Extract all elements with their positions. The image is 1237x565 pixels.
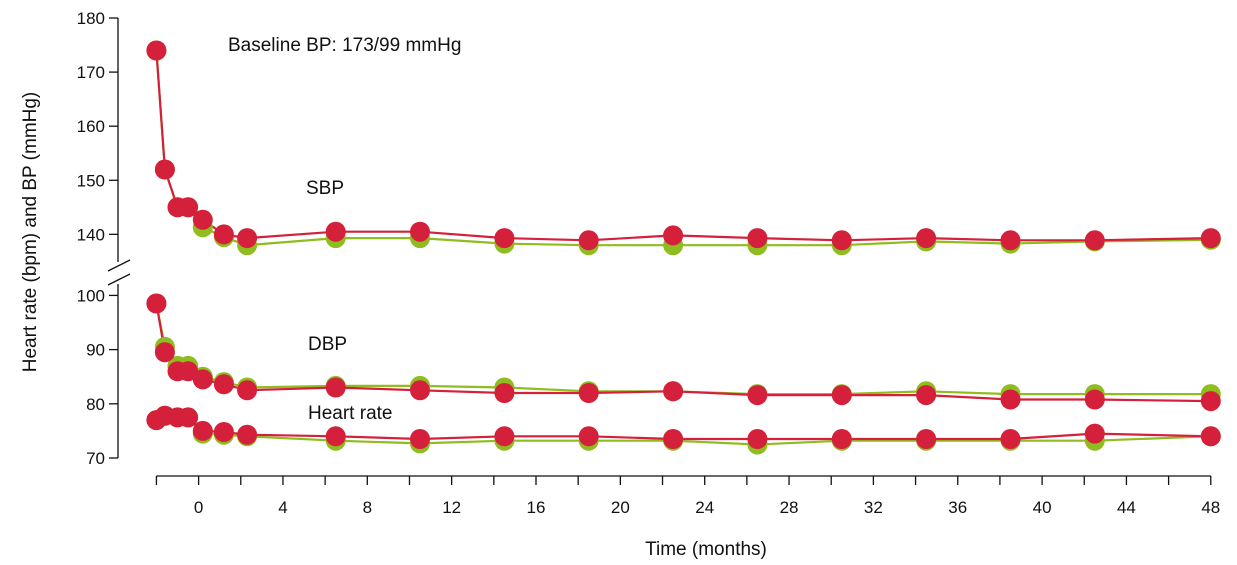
data-point-sbp-red	[1200, 228, 1221, 249]
y-tick-label: 70	[86, 449, 105, 468]
x-tick-label: 4	[278, 498, 287, 517]
series-label-dbp: DBP	[308, 334, 347, 355]
x-tick-label: 32	[864, 498, 883, 517]
data-point-heart-rate-red	[410, 429, 430, 449]
x-tick-label: 12	[442, 498, 461, 517]
x-tick-label: 36	[948, 498, 967, 517]
data-point-heart-rate-red	[1200, 426, 1221, 447]
data-point-dbp-red	[410, 380, 430, 401]
x-axis-label: Time (months)	[645, 539, 767, 560]
data-point-heart-rate-red	[178, 407, 199, 428]
x-tick-label: 16	[527, 498, 546, 517]
data-point-sbp-red	[831, 230, 852, 251]
data-point-heart-rate-red	[192, 420, 213, 441]
data-point-dbp-red	[192, 369, 213, 390]
y-tick-label: 150	[77, 171, 105, 190]
y-tick-label: 80	[86, 395, 105, 414]
y-axis-label: Heart rate (bpm) and BP (mmHg)	[20, 92, 41, 373]
x-tick-label: 28	[780, 498, 799, 517]
data-point-sbp-red	[747, 228, 768, 249]
data-point-dbp-red	[1084, 389, 1105, 410]
y-tick-label: 140	[77, 225, 105, 244]
y-tick-label: 160	[77, 117, 105, 136]
data-point-heart-rate-red	[578, 426, 599, 447]
chart-labels: Baseline BP: 173/99 mmHg Time (months) H…	[20, 35, 767, 560]
y-tick-label: 170	[77, 63, 105, 82]
data-point-sbp-red	[237, 228, 258, 249]
y-tick-label: 100	[77, 286, 105, 305]
data-point-sbp-red	[192, 209, 213, 230]
axis-break-mark	[107, 259, 131, 272]
series-markers	[146, 40, 1221, 455]
data-point-heart-rate-red	[916, 429, 937, 449]
data-point-sbp-red	[1000, 230, 1021, 251]
series-lines	[155, 50, 1211, 446]
series-label-sbp: SBP	[306, 178, 344, 199]
x-tick-label: 48	[1201, 498, 1220, 517]
data-point-sbp-red	[325, 221, 346, 242]
data-point-dbp-red	[494, 383, 515, 403]
data-point-dbp-red	[1000, 389, 1021, 410]
x-tick-label: 20	[611, 498, 630, 517]
series-line-sbp-red	[155, 50, 1211, 242]
data-point-dbp-red	[1200, 391, 1221, 412]
data-point-dbp-red	[831, 385, 852, 406]
data-point-dbp-red	[178, 361, 199, 382]
x-tick-label: 24	[695, 498, 714, 517]
data-point-dbp-red	[325, 377, 346, 398]
series-line-sbp-green	[155, 50, 1211, 247]
data-point-sbp-red	[494, 228, 515, 249]
data-point-heart-rate-red	[747, 429, 768, 449]
data-point-sbp-red	[1084, 230, 1105, 251]
data-point-dbp-red	[237, 380, 258, 401]
x-tick-label: 40	[1033, 498, 1052, 517]
baseline-annotation: Baseline BP: 173/99 mmHg	[228, 35, 461, 56]
data-point-sbp-red	[578, 230, 599, 251]
data-point-dbp-red	[213, 374, 234, 395]
data-point-dbp-red	[154, 342, 175, 363]
x-tick-label: 44	[1117, 498, 1136, 517]
data-point-sbp-red	[663, 225, 684, 246]
data-point-heart-rate-red	[237, 424, 258, 445]
data-point-heart-rate-red	[494, 426, 515, 447]
axis-break-mark	[107, 273, 131, 286]
x-tick-label: 0	[194, 498, 203, 517]
data-point-heart-rate-red	[1000, 429, 1021, 449]
data-point-sbp-red	[154, 159, 175, 180]
data-point-sbp-red	[146, 40, 167, 61]
x-tick-label: 8	[363, 498, 372, 517]
data-point-heart-rate-red	[831, 429, 852, 449]
data-point-dbp-red	[146, 293, 167, 314]
data-point-sbp-red	[213, 224, 234, 245]
data-point-heart-rate-red	[213, 422, 234, 442]
data-point-heart-rate-red	[325, 426, 346, 447]
data-point-dbp-red	[578, 383, 599, 403]
data-point-dbp-red	[916, 385, 937, 406]
y-tick-label: 90	[86, 341, 105, 360]
y-tick-label: 180	[77, 9, 105, 28]
data-point-heart-rate-red	[1084, 423, 1105, 444]
data-point-dbp-red	[663, 381, 684, 402]
data-point-sbp-red	[916, 228, 937, 249]
data-point-sbp-red	[410, 221, 430, 242]
series-label-heart-rate: Heart rate	[308, 403, 392, 424]
data-point-heart-rate-red	[663, 429, 684, 449]
data-point-dbp-red	[747, 385, 768, 406]
data-point-sbp-red	[178, 197, 199, 218]
